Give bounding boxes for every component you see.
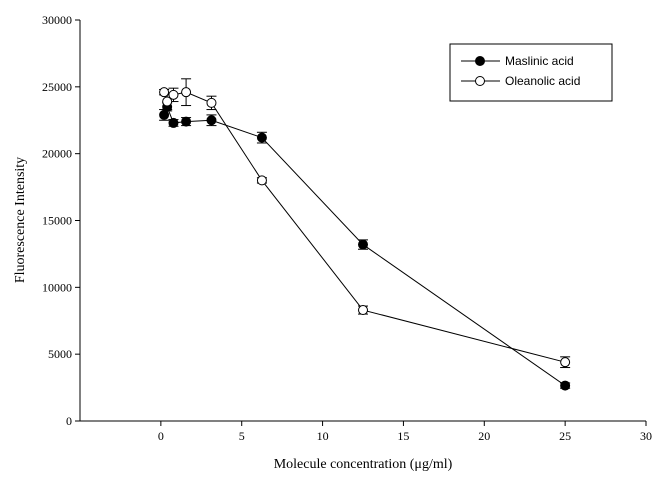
data-point-maslinic	[256, 132, 267, 143]
x-tick-label: 30	[640, 429, 652, 443]
data-point-oleanolic	[159, 87, 170, 98]
y-tick-label: 5000	[48, 347, 72, 361]
x-tick-label: 15	[397, 429, 409, 443]
y-tick-label: 15000	[42, 214, 72, 228]
data-point-oleanolic	[560, 357, 571, 368]
y-tick-label: 20000	[42, 147, 72, 161]
x-tick-label: 25	[559, 429, 571, 443]
legend-label-oleanolic: Oleanolic acid	[505, 74, 580, 88]
x-tick-label: 5	[239, 429, 245, 443]
legend: Maslinic acid Oleanolic acid	[449, 43, 613, 102]
y-tick-label: 0	[66, 414, 72, 428]
data-point-maslinic	[560, 380, 571, 391]
series-line-oleanolic	[163, 91, 566, 363]
y-tick-label: 25000	[42, 80, 72, 94]
data-point-oleanolic	[256, 175, 267, 186]
data-point-maslinic	[358, 239, 368, 250]
y-axis-title: Fluorescence Intensity	[13, 157, 28, 283]
data-point-maslinic	[206, 115, 217, 126]
data-point-oleanolic	[358, 305, 368, 316]
x-tick-label: 20	[478, 429, 490, 443]
x-axis-title: Molecule concentration (μg/ml)	[274, 457, 453, 472]
data-point-oleanolic	[206, 97, 217, 108]
data-point-oleanolic	[162, 96, 173, 107]
data-point-oleanolic	[168, 89, 179, 100]
legend-marker-maslinic	[475, 56, 485, 66]
y-tick-label: 10000	[42, 280, 72, 294]
y-tick-label: 30000	[42, 13, 72, 27]
data-point-oleanolic	[181, 87, 192, 98]
x-tick-label: 10	[317, 429, 329, 443]
series	[159, 78, 571, 391]
legend-label-maslinic: Maslinic acid	[505, 54, 574, 68]
x-tick-label: 0	[158, 429, 164, 443]
legend-marker-oleanolic	[475, 76, 485, 86]
axis-ticks: 0 5 10 15 20 25 30 0 5000 10000 15000 20000 25000 300…	[42, 13, 652, 443]
legend-box	[449, 43, 613, 102]
data-point-maslinic	[168, 117, 179, 128]
data-point-maslinic	[181, 116, 192, 127]
